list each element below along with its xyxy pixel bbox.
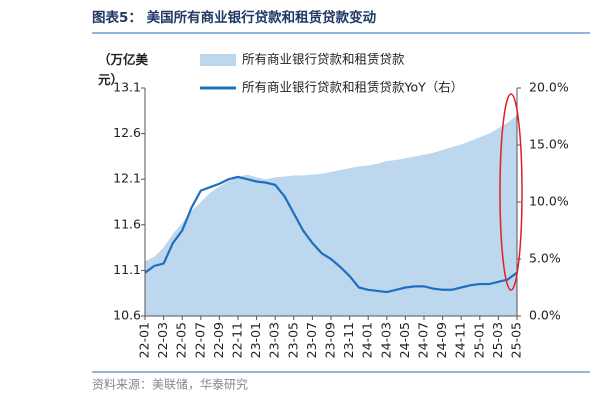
y2-tick-label: 5.0%	[529, 251, 561, 266]
source: 资料来源：美联储，华泰研究	[92, 377, 248, 392]
x-tick-label: 24-11	[453, 322, 468, 358]
x-tick-label: 25-03	[490, 322, 505, 358]
x-tick-label: 25-05	[509, 322, 524, 358]
x-tick-label: 23-07	[304, 322, 319, 358]
x-tick-label: 22-09	[211, 322, 226, 358]
line	[144, 175, 518, 294]
y2-tick-label: 15.0%	[529, 137, 569, 152]
y-axis-title: （万亿美元）	[98, 52, 149, 87]
x-tick-label: 24-09	[434, 322, 449, 358]
x-tick-label: 22-03	[155, 322, 170, 358]
legend-label: 所有商业银行贷款和租赁贷款YoY（右）	[242, 80, 463, 95]
highlight-ellipse	[499, 93, 523, 291]
legend-label: 所有商业银行贷款和租赁贷款	[242, 52, 405, 67]
x-tick-label: 22-05	[174, 322, 189, 358]
y-tick-label: 11.6	[113, 216, 141, 231]
legend-swatch	[200, 54, 236, 66]
chart-title: 图表5： 美国所有商业银行贷款和租赁贷款变动	[92, 9, 377, 26]
y2-tick-label: 20.0%	[529, 80, 569, 95]
area	[145, 115, 517, 316]
x-tick-label: 24-05	[397, 322, 412, 358]
x-tick-label: 25-01	[471, 322, 486, 358]
x-tick-label: 22-01	[137, 322, 152, 358]
x-tick-label: 24-07	[416, 322, 431, 358]
y-tick-label: 12.1	[113, 171, 141, 186]
x-tick-label: 24-01	[360, 322, 375, 358]
y-tick-label: 11.1	[113, 262, 141, 277]
x-tick-label: 23-09	[323, 322, 338, 358]
y-tick-label: 10.6	[113, 308, 141, 323]
y2-tick-label: 0.0%	[529, 308, 561, 323]
y2-tick-label: 10.0%	[529, 194, 569, 209]
x-tick-label: 24-03	[378, 322, 393, 358]
x-tick-label: 22-07	[192, 322, 207, 358]
x-tick-label: 23-03	[267, 322, 282, 358]
x-tick-label: 23-05	[285, 322, 300, 358]
x-tick-label: 23-01	[248, 322, 263, 358]
x-tick-label: 23-11	[341, 322, 356, 358]
x-tick-label: 22-11	[230, 322, 245, 358]
y-tick-label: 12.6	[113, 125, 141, 140]
y-tick-label: 13.1	[113, 80, 141, 95]
